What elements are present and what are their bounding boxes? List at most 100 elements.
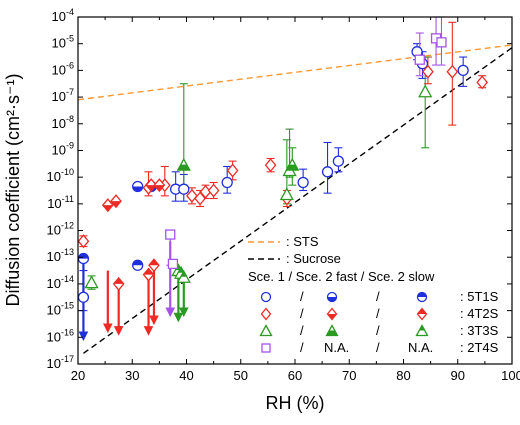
- x-tick-label: 70: [342, 368, 356, 383]
- upper-limit-arrows: [78, 241, 189, 342]
- point-sce1-4t2s: [264, 158, 277, 173]
- x-tick-label: 30: [125, 368, 139, 383]
- legend: : STS : Sucrose Sce. 1 / Sce. 2 fast / Sce…: [248, 234, 499, 355]
- upper-limit-arrowhead-4t2s: [149, 315, 159, 326]
- x-tick-label: 20: [71, 368, 85, 383]
- x-tick-label: 90: [451, 368, 465, 383]
- legend-marker-sce2-slow-fill: [417, 308, 427, 314]
- point-sce1-3t3s: [418, 84, 433, 98]
- y-tick-label: 10-10: [47, 167, 74, 184]
- legend-series-label: : 2T4S: [460, 340, 499, 355]
- y-tick-label: 10-13: [47, 247, 74, 264]
- legend-marker-sce2-fast-fill: [327, 297, 337, 302]
- point-sce1-4t2s: [226, 163, 239, 178]
- point-sce2-fast-4t2s-fill: [102, 205, 113, 212]
- point-sce1-5t1s: [178, 183, 190, 195]
- upper-limit-arrowhead-4t2s: [103, 323, 113, 334]
- point-sce2-slow-3t3s-fill: [178, 267, 185, 273]
- point-sce2-fast-3t3s-fill: [177, 164, 190, 171]
- y-tick-label: 10-15: [47, 301, 74, 318]
- upper-limit-arrowhead-4t2s: [113, 326, 124, 336]
- y-tick-label: 10-9: [52, 140, 74, 157]
- x-axis-label: RH (%): [266, 393, 325, 413]
- legend-line-label: : Sucrose: [286, 251, 341, 266]
- y-tick-label: 10-11: [47, 194, 74, 211]
- point-sce1-2t4s: [165, 229, 176, 240]
- axes: [77, 16, 513, 365]
- point-sce2-fast-5t1s-fill: [132, 186, 143, 192]
- point-sce2-fast-4t2s-fill: [110, 201, 121, 208]
- legend-marker-sce1: [259, 324, 273, 337]
- plot-frame: [77, 16, 513, 365]
- x-tick-label: 60: [288, 368, 302, 383]
- point-sce2-fast-4t2s-fill: [154, 185, 165, 192]
- y-tick-label: 10-14: [47, 274, 74, 291]
- point-sce1-4t2s: [194, 191, 206, 206]
- legend-separator: /: [376, 340, 380, 355]
- legend-marker-sce1: [261, 343, 271, 353]
- x-tick-label: 50: [234, 368, 248, 383]
- point-sce2-slow-2t4s: [167, 258, 179, 270]
- y-tick-label: 10-16: [47, 327, 74, 344]
- point-sce1-5t1s: [221, 176, 233, 189]
- point-sce1-5t1s: [77, 291, 90, 303]
- upper-limit-arrowhead-3t3s: [173, 312, 184, 323]
- point-sce2-slow-5t1s-fill: [132, 260, 143, 266]
- x-tick-label: 80: [396, 368, 410, 383]
- y-tick-label: 10-7: [52, 87, 74, 104]
- legend-series-label: : 5T1S: [460, 289, 499, 304]
- point-sce1-4t2s: [186, 188, 198, 203]
- upper-limit-arrowhead-5t1s: [78, 331, 89, 342]
- legend-separator: /: [376, 289, 380, 304]
- point-sce1-3t3s: [279, 187, 294, 201]
- point-sce2-slow-4t2s-fill: [143, 268, 154, 275]
- point-sce2-fast-4t2s-fill: [146, 185, 157, 192]
- legend-separator: /: [300, 306, 304, 321]
- point-sce1-5t1s: [297, 176, 309, 189]
- upper-limit-arrowhead-2t4s: [165, 307, 176, 318]
- y-tick-label: 10-8: [52, 114, 74, 131]
- tick-marks: 20 30 40 50 60 70 80 90 100 10-17 10-16 10-15 10-14 1…: [47, 7, 520, 383]
- y-tick-label: 10-6: [52, 60, 74, 77]
- upper-limit-arrowhead-4t2s: [143, 326, 154, 336]
- point-sce1-5t1s: [457, 64, 469, 77]
- x-tick-label: 40: [179, 368, 193, 383]
- data-points: [77, 33, 489, 303]
- legend-marker-sce1: [260, 291, 272, 303]
- upper-limit-arrowhead-3t3s: [178, 307, 189, 318]
- reference-line: [77, 44, 513, 101]
- point-sce1-4t2s: [422, 64, 434, 79]
- y-tick-label: 10-17: [47, 354, 74, 371]
- legend-marker-sce2-fast-fill: [326, 330, 338, 336]
- point-sce1-2t4s: [414, 54, 425, 65]
- legend-series-label: : 4T2S: [460, 306, 499, 321]
- legend-separator: /: [300, 289, 304, 304]
- point-sce1-5t1s: [321, 166, 334, 178]
- y-tick-label: 10-5: [52, 34, 74, 51]
- legend-col3-text: N.A.: [408, 340, 433, 355]
- point-sce1-5t1s: [332, 155, 345, 167]
- point-sce2-fast-3t3s-fill: [286, 164, 299, 171]
- legend-col2-text: N.A.: [324, 340, 349, 355]
- point-sce1-4t2s: [446, 64, 459, 79]
- legend-marker-sce1: [260, 307, 272, 321]
- point-sce2-slow-4t2s-fill: [148, 259, 159, 266]
- legend-separator: /: [376, 323, 380, 338]
- point-sce1-2t4s: [436, 37, 447, 48]
- y-tick-label: 10-12: [47, 221, 74, 238]
- x-tick-label: 100: [501, 368, 520, 383]
- legend-separator: /: [376, 306, 380, 321]
- legend-separator: /: [300, 340, 304, 355]
- point-sce1-4t2s: [77, 234, 90, 249]
- legend-series-label: : 3T3S: [460, 323, 499, 338]
- legend-header: Sce. 1 / Sce. 2 fast / Sce. 2 slow: [248, 269, 435, 284]
- legend-marker-sce2-slow-fill: [419, 325, 425, 331]
- point-sce1-4t2s: [207, 183, 220, 198]
- point-sce2-slow-4t2s-fill: [113, 277, 124, 284]
- point-sce1-4t2s: [476, 75, 489, 90]
- legend-line-label: : STS: [286, 234, 319, 249]
- y-tick-label: 10-4: [52, 7, 74, 24]
- legend-separator: /: [300, 323, 304, 338]
